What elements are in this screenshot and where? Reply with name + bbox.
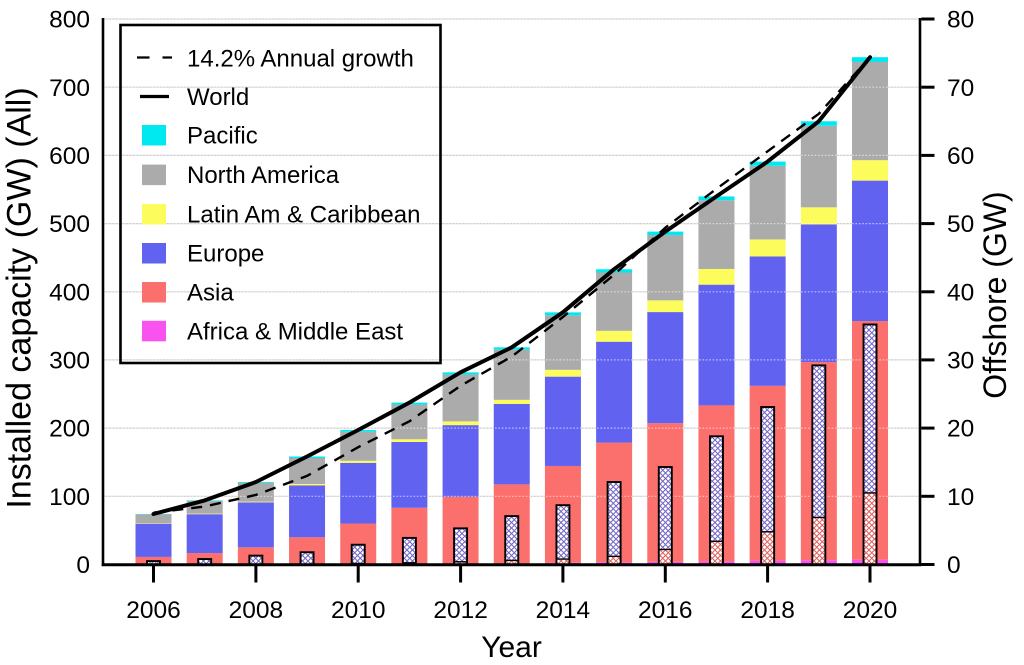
svg-text:2018: 2018 [740,597,795,624]
svg-text:50: 50 [947,211,974,238]
svg-text:World: World [187,84,249,111]
svg-text:2014: 2014 [536,597,591,624]
svg-text:Year: Year [481,631,542,664]
svg-text:2016: 2016 [638,597,693,624]
svg-text:2020: 2020 [843,597,898,624]
svg-text:Africa & Middle East: Africa & Middle East [187,318,403,345]
svg-text:800: 800 [49,7,90,34]
svg-text:30: 30 [947,348,974,375]
svg-text:500: 500 [49,211,90,238]
svg-text:Pacific: Pacific [187,123,258,150]
svg-text:2012: 2012 [433,597,488,624]
svg-text:Offshore (GW): Offshore (GW) [977,191,1013,398]
svg-text:200: 200 [49,416,90,443]
svg-text:60: 60 [947,143,974,170]
svg-text:Latin Am & Caribbean: Latin Am & Caribbean [187,202,420,229]
svg-text:Asia: Asia [187,280,234,307]
svg-text:0: 0 [76,552,90,579]
svg-text:2010: 2010 [331,597,386,624]
svg-text:Installed capacity (GW) (All): Installed capacity (GW) (All) [0,87,38,508]
svg-text:North America: North America [187,162,340,189]
svg-text:100: 100 [49,484,90,511]
svg-text:400: 400 [49,279,90,306]
svg-text:14.2% Annual growth: 14.2% Annual growth [187,45,414,72]
svg-text:70: 70 [947,75,974,102]
svg-text:0: 0 [947,552,961,579]
svg-text:2008: 2008 [229,597,284,624]
svg-text:600: 600 [49,143,90,170]
svg-text:700: 700 [49,75,90,102]
svg-text:20: 20 [947,416,974,443]
svg-text:10: 10 [947,484,974,511]
svg-text:80: 80 [947,7,974,34]
svg-text:40: 40 [947,279,974,306]
svg-text:Europe: Europe [187,241,264,268]
svg-text:2006: 2006 [126,597,181,624]
svg-text:300: 300 [49,348,90,375]
